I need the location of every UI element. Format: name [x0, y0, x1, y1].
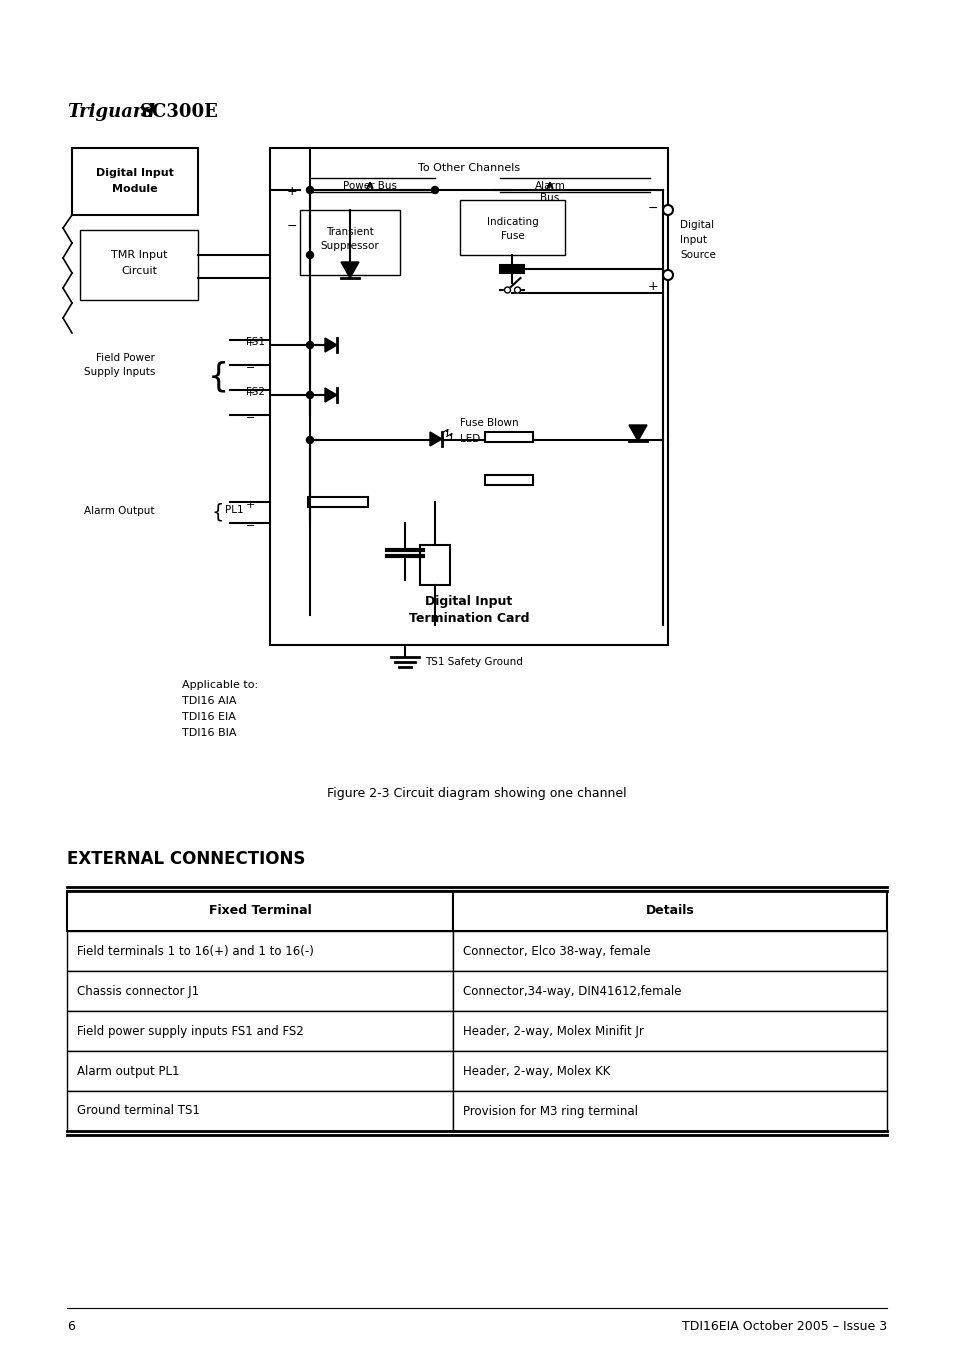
Text: Header, 2-way, Molex KK: Header, 2-way, Molex KK: [462, 1065, 610, 1078]
Text: Alarm
Bus: Alarm Bus: [534, 181, 565, 203]
Bar: [500, 265, 524, 273]
Text: +: +: [647, 280, 658, 293]
Bar: [67, 1092, 453, 1131]
Text: −: −: [245, 413, 254, 423]
Text: TDI16 EIA: TDI16 EIA: [182, 712, 235, 721]
Text: Figure 2-3 Circuit diagram showing one channel: Figure 2-3 Circuit diagram showing one c…: [327, 788, 626, 800]
Circle shape: [662, 205, 672, 215]
Circle shape: [306, 251, 314, 258]
Text: Details: Details: [645, 905, 694, 917]
Text: Header, 2-way, Molex Minifit Jr: Header, 2-way, Molex Minifit Jr: [462, 1024, 643, 1038]
Text: TDI16 BIA: TDI16 BIA: [182, 728, 236, 738]
Circle shape: [431, 186, 438, 193]
Bar: [453, 892, 886, 931]
Text: Power Bus: Power Bus: [343, 181, 396, 190]
Text: 6: 6: [67, 1320, 74, 1333]
Text: SC300E: SC300E: [140, 103, 218, 122]
Text: Chassis connector J1: Chassis connector J1: [77, 985, 199, 997]
Bar: [299, 209, 399, 276]
Bar: [67, 971, 453, 1011]
Text: FS1: FS1: [246, 336, 265, 347]
Circle shape: [509, 266, 516, 273]
Text: Digital Input: Digital Input: [96, 168, 173, 178]
Text: Ground terminal TS1: Ground terminal TS1: [77, 1105, 200, 1117]
Text: Fixed Terminal: Fixed Terminal: [209, 905, 311, 917]
Polygon shape: [430, 432, 441, 446]
Text: Source: Source: [679, 250, 715, 259]
Bar: [453, 1051, 886, 1092]
Text: Transient: Transient: [326, 227, 374, 236]
Text: −: −: [654, 185, 664, 199]
Text: TDI16EIA October 2005 – Issue 3: TDI16EIA October 2005 – Issue 3: [681, 1320, 886, 1333]
Polygon shape: [325, 388, 336, 403]
Bar: [484, 476, 533, 485]
Text: +: +: [245, 500, 254, 509]
Bar: [459, 200, 564, 255]
Text: Connector,34-way, DIN41612,female: Connector,34-way, DIN41612,female: [462, 985, 680, 997]
Bar: [71, 149, 198, 215]
Text: Module: Module: [112, 184, 157, 195]
Text: Fuse: Fuse: [500, 231, 524, 240]
Circle shape: [504, 286, 510, 293]
Text: Circuit: Circuit: [121, 266, 157, 276]
Text: Termination Card: Termination Card: [408, 612, 529, 626]
Circle shape: [306, 186, 314, 193]
Text: Fuse Blown: Fuse Blown: [459, 417, 518, 428]
Text: Digital: Digital: [679, 220, 714, 230]
Text: +: +: [245, 388, 254, 399]
Bar: [419, 544, 450, 585]
Bar: [484, 432, 533, 442]
Text: Suppressor: Suppressor: [320, 240, 379, 251]
Circle shape: [662, 270, 672, 280]
Bar: [308, 497, 368, 507]
Bar: [453, 1092, 886, 1131]
Circle shape: [306, 392, 314, 399]
Text: Applicable to:: Applicable to:: [182, 680, 258, 690]
Polygon shape: [628, 426, 646, 440]
Text: −: −: [245, 363, 254, 373]
Bar: [80, 230, 198, 300]
Circle shape: [514, 286, 520, 293]
Text: Field power supply inputs FS1 and FS2: Field power supply inputs FS1 and FS2: [77, 1024, 303, 1038]
Text: TDI16 AIA: TDI16 AIA: [182, 696, 236, 707]
Text: Triguard: Triguard: [67, 103, 154, 122]
Text: Field Power
Supply Inputs: Field Power Supply Inputs: [84, 354, 154, 377]
Text: TS1 Safety Ground: TS1 Safety Ground: [424, 657, 522, 667]
Text: {: {: [207, 361, 229, 393]
Text: LED: LED: [459, 434, 479, 444]
Text: Indicating: Indicating: [486, 218, 537, 227]
Text: PL1: PL1: [225, 505, 243, 515]
Text: −: −: [245, 521, 254, 531]
Text: EXTERNAL CONNECTIONS: EXTERNAL CONNECTIONS: [67, 850, 305, 867]
Bar: [270, 149, 667, 644]
Text: Provision for M3 ring terminal: Provision for M3 ring terminal: [462, 1105, 638, 1117]
Text: Digital Input: Digital Input: [425, 594, 512, 608]
Text: −: −: [287, 220, 297, 232]
Text: +: +: [245, 338, 254, 349]
Bar: [67, 1011, 453, 1051]
Text: {: {: [212, 503, 224, 521]
Text: −: −: [647, 203, 658, 215]
Text: To Other Channels: To Other Channels: [417, 163, 519, 173]
Text: Alarm Output: Alarm Output: [85, 507, 154, 516]
Text: TMR Input: TMR Input: [111, 250, 167, 259]
Polygon shape: [325, 338, 336, 353]
Circle shape: [306, 342, 314, 349]
Text: Input: Input: [679, 235, 706, 245]
Bar: [453, 931, 886, 971]
Polygon shape: [340, 262, 358, 278]
Bar: [67, 1051, 453, 1092]
Text: +: +: [287, 185, 297, 199]
Text: FS2: FS2: [246, 386, 265, 397]
Text: Field terminals 1 to 16(+) and 1 to 16(-): Field terminals 1 to 16(+) and 1 to 16(-…: [77, 944, 314, 958]
Circle shape: [306, 436, 314, 443]
Text: Connector, Elco 38-way, female: Connector, Elco 38-way, female: [462, 944, 650, 958]
Bar: [453, 971, 886, 1011]
Bar: [67, 892, 453, 931]
Bar: [67, 931, 453, 971]
Text: Alarm output PL1: Alarm output PL1: [77, 1065, 179, 1078]
Bar: [453, 1011, 886, 1051]
